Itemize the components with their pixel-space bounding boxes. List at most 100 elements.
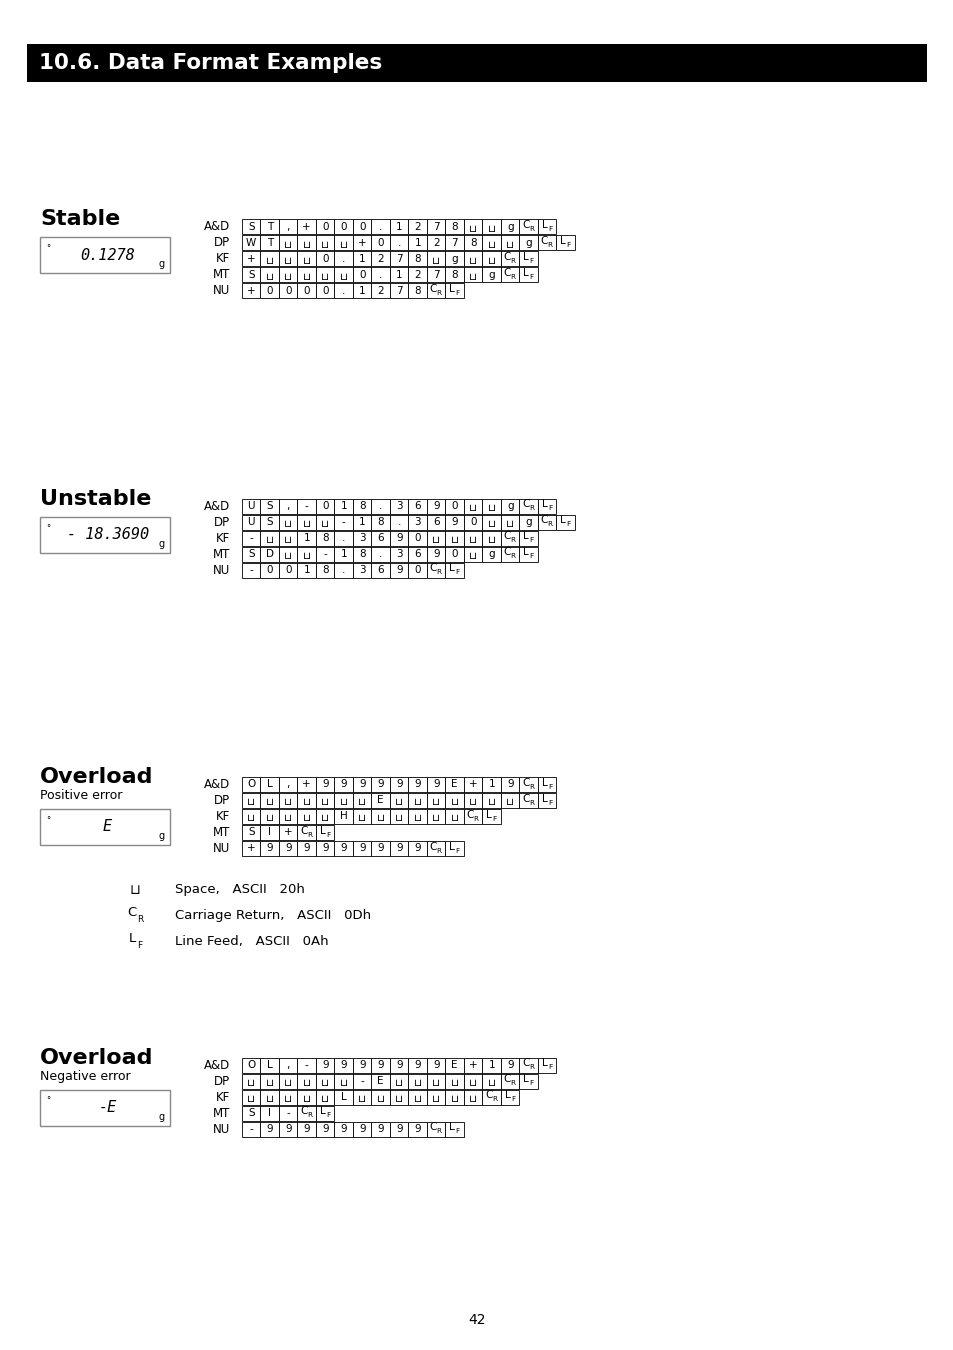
- Bar: [297, 776, 315, 792]
- Bar: [260, 251, 278, 266]
- Text: ⊔: ⊔: [302, 271, 311, 282]
- Text: g: g: [451, 254, 457, 263]
- Text: L: L: [449, 841, 455, 852]
- Text: R: R: [529, 1064, 534, 1071]
- Bar: [427, 235, 445, 250]
- Text: 6: 6: [414, 501, 420, 512]
- Bar: [519, 776, 537, 792]
- Text: C: C: [503, 252, 511, 262]
- Text: .: .: [378, 501, 382, 512]
- Text: 1: 1: [303, 533, 310, 543]
- Text: W: W: [246, 238, 256, 248]
- Text: E: E: [451, 1060, 457, 1071]
- Text: +: +: [357, 238, 366, 248]
- Text: °: °: [46, 1096, 50, 1106]
- Text: ⊔: ⊔: [339, 271, 348, 282]
- Text: g: g: [159, 830, 165, 841]
- Bar: [297, 514, 315, 529]
- Bar: [335, 514, 353, 529]
- Text: 1: 1: [414, 238, 420, 248]
- Text: +: +: [247, 844, 255, 853]
- Text: ⊔: ⊔: [487, 535, 496, 545]
- Text: 8: 8: [414, 286, 420, 296]
- Text: ⊔: ⊔: [247, 1094, 255, 1104]
- Text: ⊔: ⊔: [432, 813, 440, 823]
- Bar: [408, 1073, 427, 1088]
- Text: 42: 42: [468, 1314, 485, 1327]
- Text: 1: 1: [358, 286, 365, 296]
- Text: -: -: [323, 549, 327, 559]
- Text: 9: 9: [358, 779, 365, 790]
- Bar: [463, 1089, 482, 1104]
- Text: F: F: [529, 554, 533, 559]
- Bar: [427, 251, 445, 266]
- Text: ⊔: ⊔: [265, 796, 274, 807]
- Text: F: F: [455, 290, 459, 296]
- Bar: [371, 514, 390, 529]
- Text: ⊔: ⊔: [414, 796, 421, 807]
- Text: 9: 9: [395, 1125, 402, 1134]
- Text: 0: 0: [377, 238, 384, 248]
- Text: E: E: [377, 1076, 384, 1087]
- Bar: [371, 219, 390, 235]
- Bar: [500, 1089, 519, 1104]
- Text: 9: 9: [303, 1125, 310, 1134]
- Text: ⊔: ⊔: [302, 239, 311, 250]
- Bar: [427, 841, 445, 856]
- Bar: [463, 219, 482, 235]
- Text: Negative error: Negative error: [40, 1069, 131, 1083]
- Text: ⊔: ⊔: [302, 1077, 311, 1088]
- Text: 3: 3: [414, 517, 420, 528]
- Bar: [242, 1057, 260, 1073]
- Text: L: L: [449, 284, 455, 294]
- Text: C: C: [540, 516, 548, 525]
- Bar: [537, 1057, 556, 1073]
- Bar: [371, 563, 390, 578]
- Bar: [260, 1089, 278, 1104]
- Bar: [390, 498, 408, 514]
- Text: ⊔: ⊔: [414, 813, 421, 823]
- Text: ⊔: ⊔: [487, 504, 496, 513]
- Text: Line Feed,   ASCII   0Ah: Line Feed, ASCII 0Ah: [174, 936, 328, 949]
- Bar: [260, 284, 278, 298]
- Bar: [390, 235, 408, 250]
- Text: 9: 9: [285, 844, 292, 853]
- Bar: [427, 531, 445, 545]
- Bar: [297, 235, 315, 250]
- Bar: [408, 563, 427, 578]
- Bar: [482, 531, 500, 545]
- Bar: [482, 235, 500, 250]
- Text: 8: 8: [451, 270, 457, 279]
- Bar: [482, 1089, 500, 1104]
- Bar: [408, 1057, 427, 1073]
- Bar: [482, 498, 500, 514]
- Bar: [315, 1057, 335, 1073]
- Text: ⊔: ⊔: [284, 255, 292, 266]
- Text: ⊔: ⊔: [321, 813, 329, 823]
- Text: g: g: [488, 270, 495, 279]
- Text: I: I: [268, 1108, 271, 1118]
- Text: +: +: [302, 221, 311, 232]
- Text: F: F: [455, 570, 459, 575]
- Bar: [390, 531, 408, 545]
- Text: g: g: [506, 221, 513, 232]
- Text: L: L: [267, 779, 273, 790]
- Bar: [463, 547, 482, 562]
- Text: ⊔: ⊔: [302, 518, 311, 529]
- Text: 0: 0: [322, 221, 328, 232]
- Text: ⊔: ⊔: [487, 1077, 496, 1088]
- Text: A&D: A&D: [204, 1058, 230, 1072]
- Bar: [278, 498, 297, 514]
- Text: S: S: [266, 501, 273, 512]
- Bar: [463, 235, 482, 250]
- Text: C: C: [466, 810, 474, 819]
- Text: O: O: [247, 1060, 255, 1071]
- Text: ⊔: ⊔: [376, 813, 384, 823]
- Bar: [335, 1073, 353, 1088]
- Bar: [482, 547, 500, 562]
- Bar: [242, 563, 260, 578]
- Text: -: -: [360, 1076, 364, 1087]
- Bar: [537, 235, 556, 250]
- Text: DP: DP: [213, 794, 230, 807]
- Bar: [371, 547, 390, 562]
